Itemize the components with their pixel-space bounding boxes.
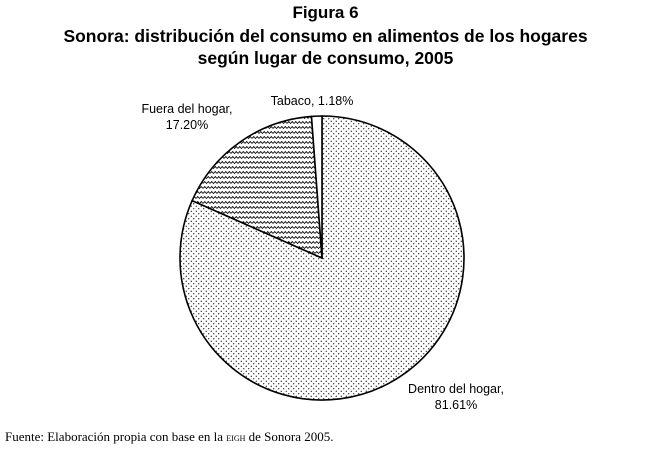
pie-label-fuera-del-hogar: Fuera del hogar, 17.20%	[141, 102, 232, 132]
pie-slices	[179, 115, 465, 401]
source-note: Fuente: Elaboración propia con base en l…	[5, 429, 334, 445]
source-acronym: EIGH	[226, 430, 246, 444]
source-text-before: Fuente: Elaboración propia con base en l…	[5, 429, 227, 444]
pie-slice-fuera-del-hogar	[191, 115, 323, 260]
pie-labels: Dentro del hogar, 81.61% Fuera del hogar, 1…	[141, 94, 503, 412]
chart-title-line-2: según lugar de consumo, 2005	[197, 48, 454, 68]
pie-slice-tabaco	[310, 115, 323, 259]
chart-title: Sonora: distribución del consumo en alim…	[0, 25, 651, 69]
figure-label: Figura 6	[292, 3, 359, 22]
pie-label-tabaco: Tabaco, 1.18%	[271, 94, 354, 108]
pie-slice-dentro-del-hogar	[179, 115, 465, 401]
pie-label-dentro-del-hogar: Dentro del hogar, 81.61%	[408, 382, 504, 412]
source-text-after: de Sonora 2005.	[245, 429, 334, 444]
chart-title-line-1: Sonora: distribución del consumo en alim…	[63, 26, 588, 46]
